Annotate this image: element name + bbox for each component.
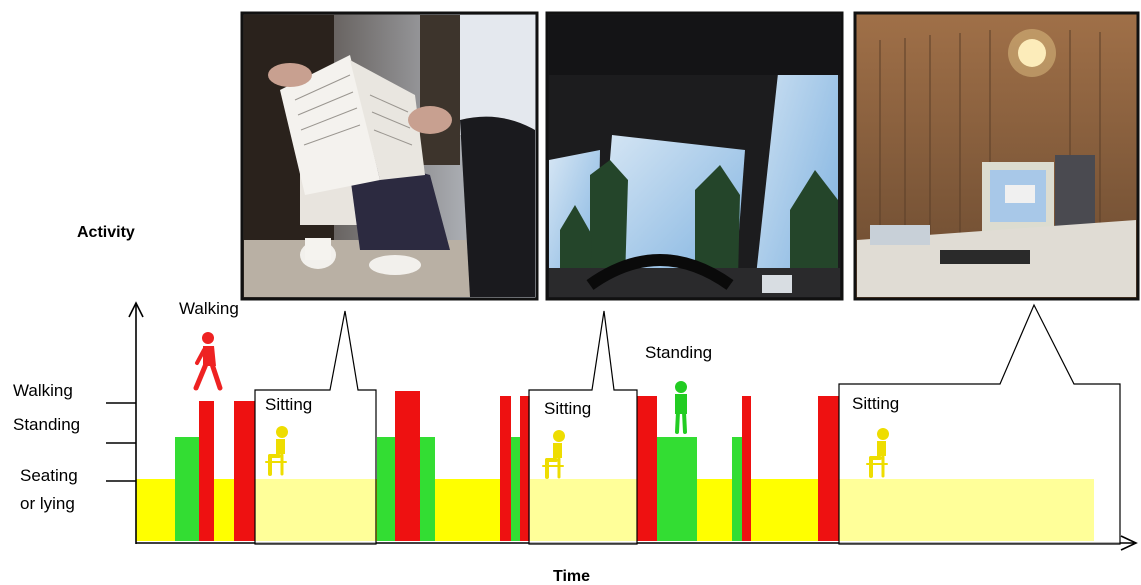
callout-bubble: [838, 303, 1121, 545]
y-axis-title: Activity: [77, 224, 135, 241]
level-label-walking: Walking: [13, 381, 73, 400]
level-label-lying: or lying: [20, 494, 75, 513]
cafe-menu-photo: [240, 11, 539, 301]
walking-bar: [199, 401, 214, 541]
callout-bubble: [528, 310, 638, 545]
office-computer-photo: [853, 11, 1140, 301]
y-axis-arrowhead: [128, 301, 144, 318]
callout-bubble: [254, 310, 377, 545]
standing-person-icon: [675, 381, 687, 434]
callout-label: Sitting: [852, 394, 899, 413]
callout-label: Sitting: [544, 399, 591, 418]
standing-bar: [657, 437, 697, 541]
walking-bar: [818, 396, 839, 541]
standing-bar: [732, 437, 742, 541]
walking-bar: [395, 391, 420, 541]
walking-bar: [234, 401, 255, 541]
walking-annotation: Walking: [179, 299, 239, 318]
walking-bar: [637, 396, 657, 541]
car-interior-photo: [545, 11, 844, 301]
standing-bars: [175, 437, 742, 541]
sitting-person-icon: [866, 428, 889, 478]
walking-bar: [520, 396, 530, 541]
callout-label: Sitting: [265, 395, 312, 414]
walking-bars: [199, 391, 839, 541]
sitting-person-icon: [542, 430, 565, 479]
standing-bar: [420, 437, 435, 541]
x-axis-arrowhead: [1120, 535, 1138, 551]
standing-bar: [377, 437, 397, 541]
standing-annotation: Standing: [645, 343, 712, 362]
walking-person-icon: [193, 332, 223, 391]
level-label-seating: Seating: [20, 466, 78, 485]
standing-bar: [511, 437, 520, 541]
level-label-standing: Standing: [13, 415, 80, 434]
sitting-callout-3: Sitting: [838, 303, 1121, 545]
x-axis-title: Time: [553, 568, 590, 585]
sitting-callout-1: Sitting: [254, 310, 377, 545]
standing-bar: [175, 437, 199, 541]
walking-bar: [500, 396, 511, 541]
sitting-person-icon: [265, 426, 288, 476]
sitting-callout-2: Sitting: [528, 310, 638, 545]
walking-bar: [742, 396, 751, 541]
